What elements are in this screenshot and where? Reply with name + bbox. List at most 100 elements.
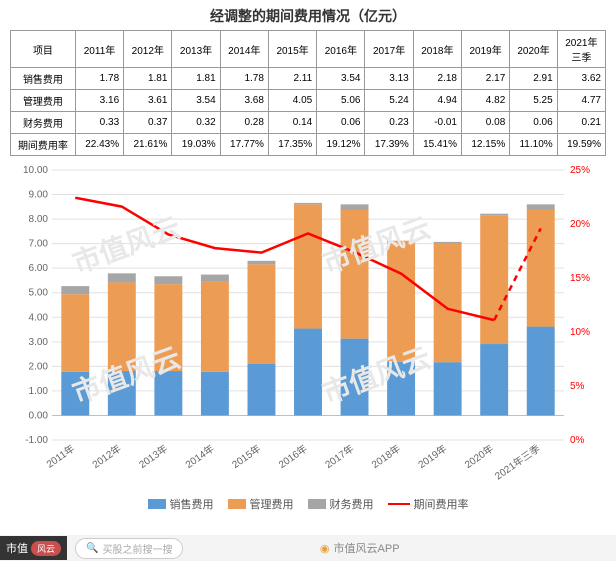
header-col: 2016年 xyxy=(317,31,365,68)
header-col: 2018年 xyxy=(413,31,461,68)
cell: 17.77% xyxy=(220,134,268,156)
cell: 22.43% xyxy=(75,134,123,156)
legend-label: 管理费用 xyxy=(250,496,294,512)
svg-text:10%: 10% xyxy=(570,327,590,338)
cell: 4.82 xyxy=(462,90,510,112)
cell: 3.54 xyxy=(172,90,220,112)
legend-item: 期间费用率 xyxy=(388,496,469,512)
row-label: 期间费用率 xyxy=(11,134,76,156)
svg-text:4.00: 4.00 xyxy=(29,312,49,323)
header-col: 2015年 xyxy=(268,31,316,68)
svg-text:2014年: 2014年 xyxy=(183,442,217,471)
svg-text:7.00: 7.00 xyxy=(29,239,49,250)
svg-text:10.00: 10.00 xyxy=(23,165,48,176)
brand-badge: 市值 风云 xyxy=(0,536,67,560)
cell: 3.13 xyxy=(365,68,413,90)
cell: 3.16 xyxy=(75,90,123,112)
legend-swatch xyxy=(308,499,326,509)
cell: 3.54 xyxy=(317,68,365,90)
search-placeholder: 买股之前搜一搜 xyxy=(102,541,172,556)
search-box[interactable]: 🔍 买股之前搜一搜 xyxy=(75,538,183,559)
cell: 0.14 xyxy=(268,112,316,134)
cell: 19.12% xyxy=(317,134,365,156)
svg-text:25%: 25% xyxy=(570,165,590,176)
legend-item: 管理费用 xyxy=(228,496,294,512)
svg-text:2013年: 2013年 xyxy=(136,442,170,471)
svg-text:9.00: 9.00 xyxy=(29,190,49,201)
svg-text:2019年: 2019年 xyxy=(415,442,449,471)
cell: 0.33 xyxy=(75,112,123,134)
legend-label: 销售费用 xyxy=(170,496,214,512)
cell: 3.68 xyxy=(220,90,268,112)
footer-center: ◉ 市值风云APP xyxy=(183,540,536,556)
legend-label: 财务费用 xyxy=(330,496,374,512)
cell: 19.59% xyxy=(557,134,605,156)
chart-area: 市值风云 市值风云 市值风云 市值风云 -1.000.001.002.003.0… xyxy=(10,164,606,494)
cell: 0.32 xyxy=(172,112,220,134)
cell: 1.78 xyxy=(75,68,123,90)
table-row: 销售费用1.781.811.811.782.113.543.132.182.17… xyxy=(11,68,606,90)
svg-text:2012年: 2012年 xyxy=(90,442,124,471)
svg-text:2018年: 2018年 xyxy=(369,442,403,471)
header-col: 2012年 xyxy=(124,31,172,68)
cell: 0.23 xyxy=(365,112,413,134)
cell: 4.05 xyxy=(268,90,316,112)
svg-text:5%: 5% xyxy=(570,381,585,392)
svg-text:0%: 0% xyxy=(570,435,585,446)
cell: 4.77 xyxy=(557,90,605,112)
svg-text:6.00: 6.00 xyxy=(29,263,49,274)
cell: 3.61 xyxy=(124,90,172,112)
svg-text:0.00: 0.00 xyxy=(29,410,49,421)
data-table: 项目 2011年2012年2013年2014年2015年2016年2017年20… xyxy=(10,30,606,156)
svg-text:2020年: 2020年 xyxy=(462,442,496,471)
cell: 5.24 xyxy=(365,90,413,112)
cell: 15.41% xyxy=(413,134,461,156)
cell: 11.10% xyxy=(510,134,557,156)
row-label: 管理费用 xyxy=(11,90,76,112)
cell: 5.25 xyxy=(510,90,557,112)
header-col: 2020年 xyxy=(510,31,557,68)
cell: 2.91 xyxy=(510,68,557,90)
header-col: 2017年 xyxy=(365,31,413,68)
cell: 3.62 xyxy=(557,68,605,90)
legend-swatch xyxy=(228,499,246,509)
cell: 1.78 xyxy=(220,68,268,90)
row-label: 财务费用 xyxy=(11,112,76,134)
cell: 0.06 xyxy=(510,112,557,134)
header-col: 2013年 xyxy=(172,31,220,68)
search-icon: 🔍 xyxy=(86,543,98,554)
header-col: 2021年三季 xyxy=(557,31,605,68)
svg-text:3.00: 3.00 xyxy=(29,337,49,348)
weibo-icon: ◉ xyxy=(320,542,330,555)
cell: 0.28 xyxy=(220,112,268,134)
legend-label: 期间费用率 xyxy=(414,496,469,512)
cell: 17.35% xyxy=(268,134,316,156)
header-col: 2019年 xyxy=(462,31,510,68)
legend: 销售费用 管理费用 财务费用 期间费用率 xyxy=(0,496,616,512)
svg-text:2021年三季: 2021年三季 xyxy=(492,442,542,483)
table-row: 管理费用3.163.613.543.684.055.065.244.944.82… xyxy=(11,90,606,112)
table-row: 期间费用率22.43%21.61%19.03%17.77%17.35%19.12… xyxy=(11,134,606,156)
legend-item: 财务费用 xyxy=(308,496,374,512)
cell: 2.11 xyxy=(268,68,316,90)
svg-text:5.00: 5.00 xyxy=(29,288,49,299)
footer-center-text: 市值风云APP xyxy=(334,540,400,556)
brand-text: 市值 xyxy=(6,540,28,556)
svg-text:15%: 15% xyxy=(570,273,590,284)
brand-pill: 风云 xyxy=(31,541,61,556)
cell: 2.17 xyxy=(462,68,510,90)
cell: 21.61% xyxy=(124,134,172,156)
svg-text:8.00: 8.00 xyxy=(29,214,49,225)
header-col: 2011年 xyxy=(75,31,123,68)
svg-text:2.00: 2.00 xyxy=(29,361,49,372)
cell: 0.37 xyxy=(124,112,172,134)
footer-bar: 市值 风云 🔍 买股之前搜一搜 ◉ 市值风云APP xyxy=(0,535,616,561)
row-label: 销售费用 xyxy=(11,68,76,90)
chart-svg: -1.000.001.002.003.004.005.006.007.008.0… xyxy=(10,164,606,494)
legend-item: 销售费用 xyxy=(148,496,214,512)
header-col: 2014年 xyxy=(220,31,268,68)
svg-text:1.00: 1.00 xyxy=(29,386,49,397)
cell: 1.81 xyxy=(172,68,220,90)
svg-text:2016年: 2016年 xyxy=(276,442,310,471)
cell: 5.06 xyxy=(317,90,365,112)
